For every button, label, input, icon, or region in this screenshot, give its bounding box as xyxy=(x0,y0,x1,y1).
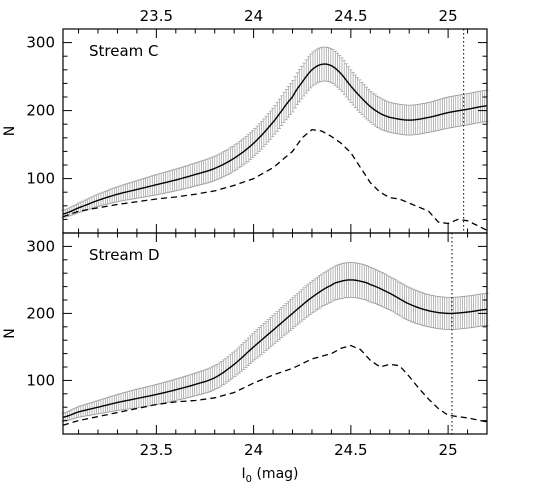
x-tick-label: 24.5 xyxy=(334,441,367,459)
series-dashed-line xyxy=(62,128,488,231)
panel-stream-d: 100 200 300 23.5 24 24.5 25 Stream D N xyxy=(2,232,489,459)
error-bars xyxy=(61,46,489,218)
x-tick-label-top: 24.5 xyxy=(334,7,367,25)
x-tick-label: 24 xyxy=(244,441,263,459)
x-tick-label-top: 24 xyxy=(244,7,263,25)
tick-labels: 100 200 300 23.5 24 24.5 25 xyxy=(26,7,457,188)
axis-ticks xyxy=(63,29,488,233)
y-tick-label: 200 xyxy=(26,304,55,322)
tick-labels: 100 200 300 23.5 24 24.5 25 xyxy=(26,237,457,459)
plot-frame xyxy=(62,232,488,435)
x-axis-label: I0 (mag) xyxy=(242,466,299,485)
x-tick-label-top: 25 xyxy=(439,7,458,25)
panel-label: Stream C xyxy=(89,42,159,60)
y-tick-label: 300 xyxy=(26,34,55,52)
panel-stream-c: 100 200 300 23.5 24 24.5 25 Stream C N xyxy=(2,7,489,234)
y-tick-label: 200 xyxy=(26,102,55,120)
x-tick-label: 23.5 xyxy=(140,441,173,459)
panel-label: Stream D xyxy=(89,246,160,264)
series-dashed-line xyxy=(62,344,488,426)
y-tick-label: 300 xyxy=(26,237,55,255)
y-axis-label: N xyxy=(2,328,18,338)
y-tick-label: 100 xyxy=(26,170,55,188)
x-tick-label-top: 23.5 xyxy=(140,7,173,25)
y-axis-label: N xyxy=(2,126,18,136)
axis-ticks xyxy=(63,233,488,434)
series-main-line xyxy=(62,279,488,418)
y-tick-label: 100 xyxy=(26,371,55,389)
series-main-line xyxy=(62,63,488,215)
x-tick-label: 25 xyxy=(439,441,458,459)
error-bars xyxy=(61,262,489,422)
